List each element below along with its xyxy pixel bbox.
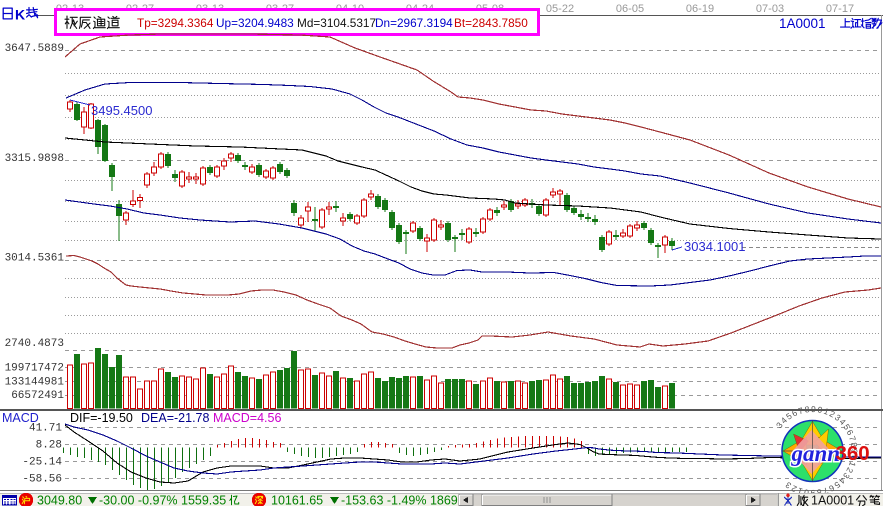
svg-text:8: 8 [804, 404, 810, 415]
svg-text:8: 8 [816, 487, 823, 498]
svg-text:Dn=2967.3194: Dn=2967.3194 [375, 16, 453, 30]
svg-text:-58.56: -58.56 [22, 474, 62, 486]
svg-text:3: 3 [841, 471, 852, 481]
svg-text:3315.9898: 3315.9898 [5, 153, 64, 165]
svg-text:07-03: 07-03 [756, 3, 784, 15]
svg-text:8.28: 8.28 [36, 440, 62, 452]
svg-text:3495.4500: 3495.4500 [91, 103, 152, 118]
svg-text:2: 2 [789, 483, 798, 494]
svg-text:6: 6 [845, 428, 856, 437]
svg-text:07-17: 07-17 [826, 3, 854, 15]
svg-text:4: 4 [779, 415, 789, 426]
svg-text:MACD: MACD [2, 411, 39, 425]
svg-text:41.71: 41.71 [29, 423, 62, 435]
svg-text:1: 1 [847, 460, 858, 468]
svg-text:3: 3 [833, 412, 843, 423]
svg-text:3647.5889: 3647.5889 [5, 43, 64, 55]
svg-text:3049.80: 3049.80 [37, 494, 82, 506]
svg-text:3: 3 [783, 480, 793, 491]
svg-text:K: K [15, 7, 25, 23]
svg-text:5: 5 [832, 479, 842, 490]
svg-text:1: 1 [822, 406, 830, 417]
svg-text:Md=3104.5317: Md=3104.5317 [297, 16, 376, 30]
svg-text:-30.00 -0.97% 1559.35: -30.00 -0.97% 1559.35 [99, 494, 226, 506]
svg-text:1A0001: 1A0001 [779, 16, 826, 31]
svg-text:0: 0 [803, 487, 809, 498]
svg-text:3: 3 [774, 420, 785, 430]
svg-text:4: 4 [837, 417, 848, 428]
svg-text:06-05: 06-05 [616, 3, 644, 15]
svg-text:4: 4 [837, 475, 848, 486]
svg-text:2740.4873: 2740.4873 [5, 338, 64, 350]
svg-text:gann: gann [791, 441, 841, 466]
svg-text:1A0001: 1A0001 [811, 494, 854, 506]
svg-text:199717472: 199717472 [5, 363, 64, 375]
svg-text:5: 5 [784, 411, 794, 422]
svg-text:2: 2 [844, 466, 855, 475]
svg-text:Bt=2843.7850: Bt=2843.7850 [454, 16, 528, 30]
svg-text:0: 0 [817, 404, 824, 415]
svg-text:05-22: 05-22 [546, 3, 574, 15]
svg-text:-25.14: -25.14 [22, 457, 62, 469]
svg-text:DEA=-21.78: DEA=-21.78 [141, 411, 209, 425]
svg-text:10161.65: 10161.65 [271, 494, 323, 506]
svg-text:133144981: 133144981 [5, 377, 65, 389]
svg-text:1: 1 [796, 486, 804, 497]
svg-text:DIF=-19.50: DIF=-19.50 [70, 411, 133, 425]
svg-text:0: 0 [849, 455, 860, 462]
svg-text:6: 6 [827, 483, 836, 494]
svg-text:MACD=4.56: MACD=4.56 [213, 411, 281, 425]
svg-text:360: 360 [836, 442, 870, 465]
svg-text:6: 6 [790, 407, 799, 418]
svg-text:Tp=3294.3364: Tp=3294.3364 [137, 16, 214, 30]
svg-text:66572491: 66572491 [11, 390, 64, 402]
svg-text:3034.1001: 3034.1001 [684, 239, 745, 254]
svg-text:7: 7 [797, 405, 805, 416]
svg-text:7: 7 [847, 435, 858, 443]
svg-text:5: 5 [841, 422, 852, 432]
svg-text:Up=3204.9483: Up=3204.9483 [216, 16, 294, 30]
svg-text:9: 9 [849, 449, 859, 454]
svg-text:8: 8 [849, 442, 860, 448]
svg-text:9: 9 [811, 404, 816, 414]
svg-text:06-19: 06-19 [686, 3, 714, 15]
svg-text:7: 7 [822, 485, 830, 496]
svg-text:-153.63 -1.49% 1869.: -153.63 -1.49% 1869. [341, 494, 461, 506]
svg-text:3014.5361: 3014.5361 [5, 253, 65, 265]
svg-text:2: 2 [828, 408, 837, 419]
